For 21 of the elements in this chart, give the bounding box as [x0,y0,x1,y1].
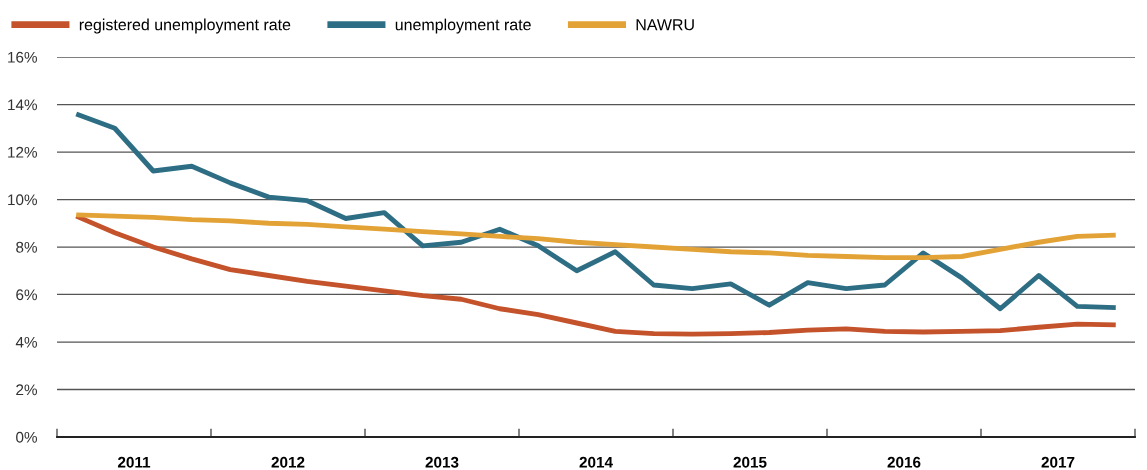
legend-label: registered unemployment rate [79,18,291,34]
y-tick-label: 14% [8,99,38,111]
y-tick-label: 2% [16,384,38,396]
line-series [73,111,1119,312]
x-tick-label: 2016 [887,456,921,468]
x-tick-label: 2011 [117,456,151,468]
y-tick-label: 8% [16,241,38,253]
line-series [73,212,1119,261]
y-tick-label: 10% [8,194,38,206]
x-tick-label: 2013 [425,456,459,468]
y-tick-label: 16% [8,51,38,63]
x-tick-label: 2012 [271,456,305,468]
legend-label: NAWRU [636,19,694,31]
y-tick-label: 6% [16,289,38,301]
x-tick-label: 2017 [1041,456,1075,468]
x-tick-label: 2014 [579,456,613,468]
y-tick-label: 0% [16,431,38,443]
legend-label: unemployment rate [395,18,531,34]
y-tick-label: 4% [15,336,38,348]
y-tick-label: 12% [8,146,38,158]
x-tick-label: 2015 [733,456,767,468]
